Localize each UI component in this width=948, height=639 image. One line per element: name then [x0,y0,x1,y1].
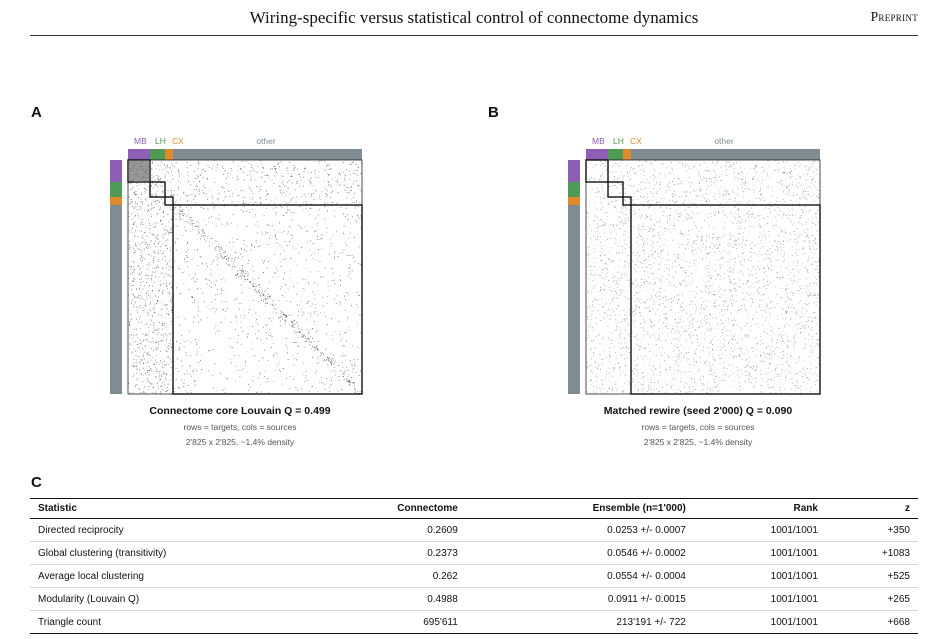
group-label-mb: MB [592,136,605,146]
column-group-bar-other [173,149,362,160]
cell-rank: 1001/1001 [693,564,826,588]
group-label-other: other [256,136,276,146]
group-label-other: other [714,136,734,146]
cell-connectome: 0.2373 [306,541,466,565]
cell-ensemble: 0.0911 +/- 0.0015 [465,587,694,611]
header-connectome: Connectome [306,498,466,519]
panel-b-caption-line1: rows = targets, cols = sources [641,422,755,432]
cell-rank: 1001/1001 [693,541,826,565]
community-box-other [630,204,821,395]
group-label-cx: CX [172,136,184,146]
cell-rank: 1001/1001 [693,518,826,542]
matrix-entries [128,160,362,394]
community-box-lh [607,181,624,198]
table-header-row: Statistic Connectome Ensemble (n=1'000) … [30,498,918,519]
cell-rank: 1001/1001 [693,587,826,611]
cell-z: +350 [825,518,918,542]
cell-ensemble: 0.0253 +/- 0.0007 [465,518,694,542]
statistics-table: Statistic Connectome Ensemble (n=1'000) … [30,498,918,634]
panel-a-caption-line1: rows = targets, cols = sources [183,422,297,432]
panel-b-letter: B [488,104,499,121]
panel-a-caption-line2: 2'825 x 2'825, ~1.4% density [185,437,295,447]
cell-statistic: Global clustering (transitivity) [30,541,306,565]
panel-b-caption-line2: 2'825 x 2'825, ~1.4% density [643,437,753,447]
row-group-bar-mb [568,160,580,182]
column-group-bar-mb [586,149,608,160]
header-rank: Rank [693,498,826,519]
adjacency-matrix-rewired: MB LH CX other [568,136,821,395]
group-label-lh: LH [613,136,624,146]
row-group-bar-cx [110,197,122,205]
cell-z: +668 [825,610,918,634]
row-group-bar-lh [568,182,580,197]
header-statistic: Statistic [30,498,306,519]
header-rule [30,35,918,36]
table-row: Triangle count 695'611 213'191 +/- 722 1… [30,610,918,634]
group-label-lh: LH [155,136,166,146]
page-header-label: Preprint [870,9,918,24]
cell-z: +265 [825,587,918,611]
column-group-bar-cx [165,149,173,160]
adjacency-matrix-connectome: MB LH CX other [110,136,363,395]
community-box-lh [149,181,166,198]
column-group-bar-other [631,149,820,160]
header-ensemble: Ensemble (n=1'000) [465,498,694,519]
row-group-bar-other [568,205,580,394]
community-box-mb [127,159,151,183]
cell-rank: 1001/1001 [693,610,826,634]
row-group-bar-cx [568,197,580,205]
panel-b-caption-title: Matched rewire (seed 2'000) Q = 0.090 [603,405,793,417]
cell-connectome: 0.262 [306,564,466,588]
cell-statistic: Triangle count [30,610,306,634]
table-row: Modularity (Louvain Q) 0.4988 0.0911 +/-… [30,587,918,611]
cell-statistic: Modularity (Louvain Q) [30,587,306,611]
group-label-cx: CX [630,136,642,146]
community-box-mb [585,159,609,183]
matrix-area [585,159,821,395]
cell-connectome: 695'611 [306,610,466,634]
panel-a-caption-title: Connectome core Louvain Q = 0.499 [149,405,331,417]
column-group-bar-lh [150,149,165,160]
cell-z: +525 [825,564,918,588]
cell-connectome: 0.2609 [306,518,466,542]
cell-ensemble: 0.0546 +/- 0.0002 [465,541,694,565]
row-group-bar-lh [110,182,122,197]
community-box-cx [164,196,174,206]
mb-dense-block [129,161,149,181]
matrix-entries [586,160,820,394]
cell-statistic: Directed reciprocity [30,518,306,542]
row-group-bar-other [110,205,122,394]
column-group-bar-mb [128,149,150,160]
row-group-bar-mb [110,160,122,182]
cell-connectome: 0.4988 [306,587,466,611]
cell-ensemble: 213'191 +/- 722 [465,610,694,634]
cell-statistic: Average local clustering [30,564,306,588]
column-group-bar-lh [608,149,623,160]
cell-z: +1083 [825,541,918,565]
page-header-title: Wiring-specific versus statistical contr… [249,8,699,27]
column-group-bar-cx [623,149,631,160]
header-z: z [825,498,918,519]
cell-ensemble: 0.0554 +/- 0.0004 [465,564,694,588]
community-box-other [172,204,363,395]
panel-a-letter: A [31,104,42,121]
table-row: Average local clustering 0.262 0.0554 +/… [30,564,918,588]
community-box-cx [622,196,632,206]
group-label-mb: MB [134,136,147,146]
table-row: Directed reciprocity 0.2609 0.0253 +/- 0… [30,518,918,542]
panel-c-letter: C [31,474,42,491]
table-row: Global clustering (transitivity) 0.2373 … [30,541,918,565]
